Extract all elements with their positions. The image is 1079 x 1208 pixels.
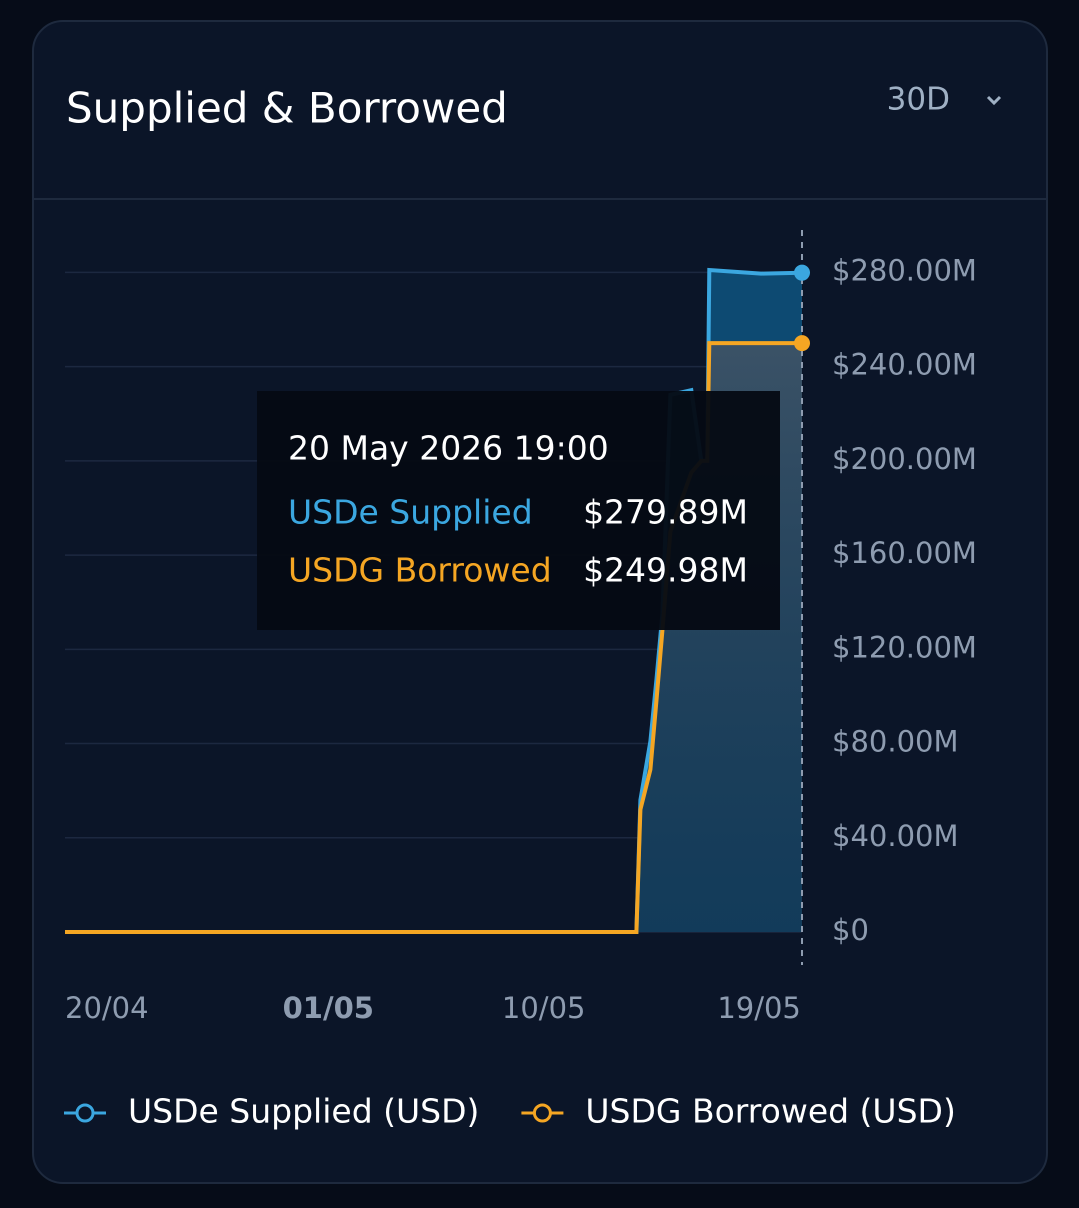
end-point [794, 264, 810, 281]
x-tick-label: 20/04 [65, 991, 149, 1025]
tooltip-box [257, 391, 780, 630]
tooltip-value: $249.98M [583, 551, 748, 590]
tooltip-value: $279.89M [583, 493, 748, 532]
dropdown-icon[interactable] [986, 95, 1002, 106]
y-tick-label: $0 [832, 913, 869, 947]
tooltip-label: USDG Borrowed [288, 551, 552, 590]
y-tick-label: $40.00M [832, 819, 959, 853]
y-tick-label: $240.00M [832, 348, 977, 382]
card-title: Supplied & Borrowed [66, 84, 508, 133]
legend-label: USDe Supplied (USD) [128, 1092, 479, 1131]
legend-label: USDG Borrowed (USD) [585, 1092, 955, 1131]
range-select[interactable]: 30D [887, 82, 950, 118]
y-tick-label: $120.00M [832, 630, 977, 664]
legend-dot [75, 1103, 95, 1123]
x-tick-label: 01/05 [283, 991, 374, 1025]
y-tick-label: $160.00M [832, 536, 977, 570]
tooltip-label: USDe Supplied [288, 493, 533, 532]
x-tick-label: 10/05 [502, 991, 586, 1025]
y-tick-label: $280.00M [832, 253, 977, 287]
end-point [794, 335, 810, 352]
tooltip-title: 20 May 2026 19:00 [288, 429, 609, 468]
tooltip: 20 May 2026 19:00 USDe Supplied $279.89M… [257, 391, 780, 630]
legend-dot [532, 1103, 552, 1123]
y-tick-label: $80.00M [832, 725, 959, 759]
x-tick-label: 19/05 [717, 991, 801, 1025]
y-tick-label: $200.00M [832, 442, 977, 476]
